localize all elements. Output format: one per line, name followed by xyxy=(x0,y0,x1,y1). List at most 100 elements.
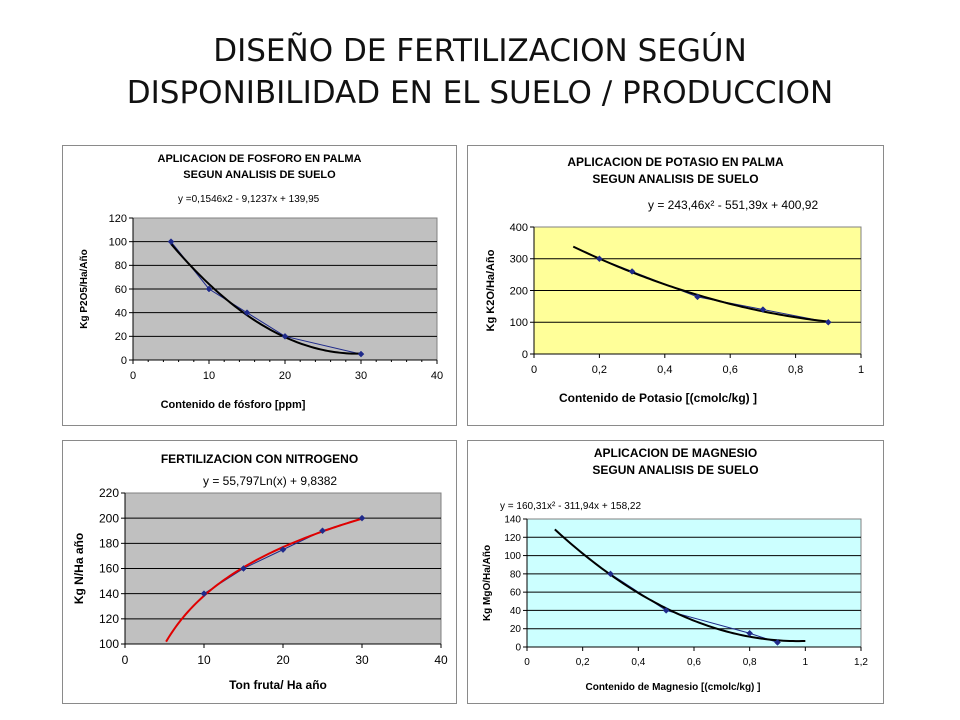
x-tick-label: 10 xyxy=(197,653,211,667)
nitrogen-chart-panel: FERTILIZACION CON NITROGENO y = 55,797Ln(… xyxy=(62,440,457,704)
y-tick-label: 80 xyxy=(115,260,127,272)
chart-title-line-2: SEGUN ANALISIS DE SUELO xyxy=(592,463,758,477)
slide-title-line-2: DISPONIBILIDAD EN EL SUELO / PRODUCCION xyxy=(126,75,834,111)
data-point xyxy=(205,285,213,293)
y-tick-label: 100 xyxy=(109,237,127,249)
y-tick-label: 120 xyxy=(109,213,127,225)
y-tick-label: 140 xyxy=(504,515,521,526)
y-tick-label: 220 xyxy=(99,486,119,500)
x-tick-label: 0 xyxy=(122,653,129,667)
x-tick-label: 0 xyxy=(531,364,537,376)
x-tick-label: 0,6 xyxy=(723,364,738,376)
y-tick-label: 300 xyxy=(510,254,528,266)
x-tick-label: 0,8 xyxy=(788,364,803,376)
x-tick-label: 1 xyxy=(858,364,864,376)
x-axis-label: Contenido de Magnesio [(cmolc/kg) ] xyxy=(585,682,760,693)
data-point xyxy=(200,590,208,598)
y-axis-label: Kg P2O5/Ha/Año xyxy=(79,249,90,328)
y-tick-label: 60 xyxy=(510,588,522,599)
chart-title-line-1: APLICACION DE FOSFORO EN PALMA xyxy=(158,153,362,165)
x-tick-label: 40 xyxy=(434,653,448,667)
x-tick-label: 20 xyxy=(279,370,291,382)
chart-title-line-2: SEGUN ANALISIS DE SUELO xyxy=(183,169,336,181)
y-tick-label: 160 xyxy=(99,562,119,576)
x-tick-label: 0 xyxy=(130,370,136,382)
data-point xyxy=(746,629,754,637)
trendline xyxy=(554,528,806,643)
y-axis-label: Kg MgO/Ha/Año xyxy=(482,545,493,621)
nitrogen-chart: FERTILIZACION CON NITROGENO y = 55,797Ln(… xyxy=(72,452,448,692)
y-tick-label: 120 xyxy=(504,533,521,544)
data-point xyxy=(319,527,326,535)
data-point xyxy=(607,570,614,578)
chart-title-line-1: FERTILIZACION CON NITROGENO xyxy=(161,452,358,466)
y-axis-label: Kg N/Ha año xyxy=(72,533,86,604)
potassium-chart: APLICACION DE POTASIO EN PALMA SEGUN ANAL… xyxy=(485,155,864,405)
y-tick-label: 200 xyxy=(510,285,528,297)
data-point xyxy=(628,268,636,275)
x-tick-label: 0,4 xyxy=(657,364,672,376)
y-tick-label: 100 xyxy=(510,317,528,329)
x-tick-label: 20 xyxy=(276,653,290,667)
y-axis-label: Kg K2O/Ha/Año xyxy=(485,249,497,331)
phosphorus-chart-panel: APLICACION DE FOSFORO EN PALMA SEGUN ANAL… xyxy=(62,145,457,426)
x-tick-label: 1 xyxy=(803,657,809,668)
x-tick-label: 0,2 xyxy=(576,657,590,668)
data-point xyxy=(694,293,701,301)
y-tick-label: 0 xyxy=(515,643,521,654)
x-axis-label: Ton fruta/ Ha año xyxy=(229,678,327,692)
plot-area xyxy=(526,518,862,648)
y-tick-label: 0 xyxy=(121,355,127,367)
y-tick-label: 120 xyxy=(99,612,119,626)
y-tick-label: 40 xyxy=(115,308,127,320)
y-tick-label: 100 xyxy=(504,551,521,562)
x-tick-label: 0,6 xyxy=(687,657,701,668)
data-point xyxy=(358,514,366,522)
data-point xyxy=(662,607,670,614)
data-point xyxy=(240,565,247,572)
y-tick-label: 80 xyxy=(510,569,522,580)
slide-title-line-1: DISEÑO DE FERTILIZACION SEGÚN xyxy=(213,33,747,69)
chart-title-line-2: SEGUN ANALISIS DE SUELO xyxy=(592,172,758,186)
data-point xyxy=(774,639,781,646)
trendline xyxy=(165,517,363,643)
trendline xyxy=(170,243,362,355)
y-tick-label: 60 xyxy=(115,284,127,296)
y-tick-label: 100 xyxy=(99,637,119,651)
trendline-equation: y =0,1546x2 - 9,1237x + 139,95 xyxy=(178,194,320,205)
y-tick-label: 20 xyxy=(115,331,127,343)
data-point xyxy=(759,306,767,313)
y-tick-label: 200 xyxy=(99,511,119,525)
data-point xyxy=(357,350,365,358)
y-tick-label: 20 xyxy=(510,624,522,635)
slide-title: DISEÑO DE FERTILIZACION SEGÚN DISPONIBIL… xyxy=(0,30,960,114)
data-point xyxy=(824,318,832,326)
x-tick-label: 0,2 xyxy=(592,364,607,376)
magnesium-chart: APLICACION DE MAGNESIO SEGUN ANALISIS DE … xyxy=(482,446,868,693)
data-point xyxy=(596,255,603,263)
x-tick-label: 0 xyxy=(524,657,530,668)
y-tick-label: 40 xyxy=(510,606,522,617)
data-point xyxy=(243,309,251,317)
x-tick-label: 30 xyxy=(355,653,369,667)
potassium-chart-panel: APLICACION DE POTASIO EN PALMA SEGUN ANAL… xyxy=(467,145,884,426)
trendline xyxy=(572,245,829,323)
x-tick-label: 10 xyxy=(203,370,215,382)
y-tick-label: 140 xyxy=(99,587,119,601)
x-tick-label: 40 xyxy=(431,370,443,382)
data-point xyxy=(167,238,175,246)
x-axis-label: Contenido de Potasio [(cmolc/kg) ] xyxy=(559,391,757,405)
x-tick-label: 30 xyxy=(355,370,367,382)
trendline-equation: y = 243,46x² - 551,39x + 400,92 xyxy=(648,198,818,212)
y-tick-label: 400 xyxy=(510,222,528,234)
x-tick-label: 0,8 xyxy=(743,657,757,668)
data-point xyxy=(279,546,287,553)
trendline-equation: y = 55,797Ln(x) + 9,8382 xyxy=(203,474,337,488)
phosphorus-chart: APLICACION DE FOSFORO EN PALMA SEGUN ANAL… xyxy=(79,153,443,411)
chart-title-line-1: APLICACION DE MAGNESIO xyxy=(594,446,757,460)
magnesium-chart-panel: APLICACION DE MAGNESIO SEGUN ANALISIS DE … xyxy=(467,440,884,704)
trendline-equation: y = 160,31x² - 311,94x + 158,22 xyxy=(500,501,641,512)
chart-title-line-1: APLICACION DE POTASIO EN PALMA xyxy=(567,155,784,169)
x-axis-label: Contenido de fósforo [ppm] xyxy=(161,399,306,411)
y-tick-label: 180 xyxy=(99,537,119,551)
